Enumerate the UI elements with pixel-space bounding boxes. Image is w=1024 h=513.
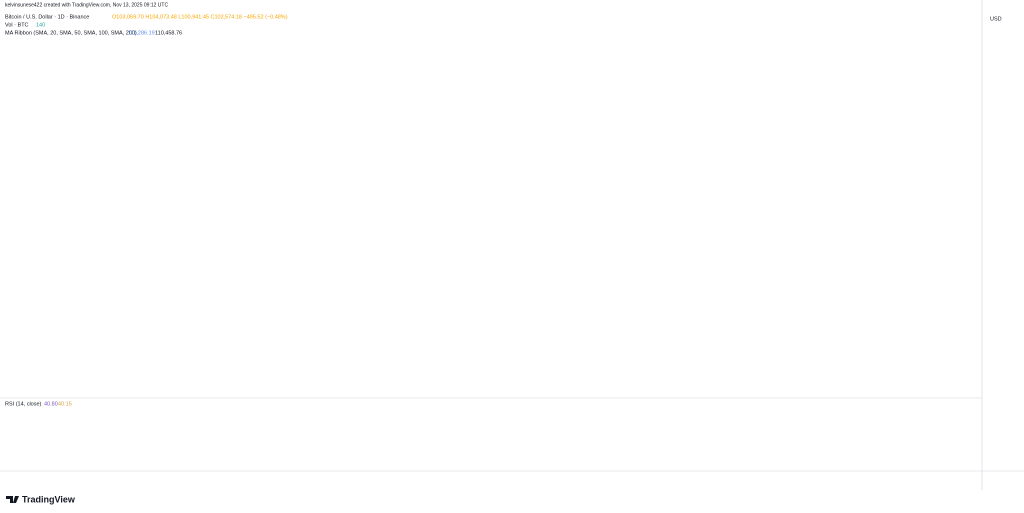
logo-icon [6, 496, 19, 503]
rsi-value: 40.80 [44, 401, 58, 407]
ma-value: 111,286.19 [128, 30, 155, 36]
price-axis [982, 0, 1024, 490]
currency: USD [990, 16, 1002, 22]
rsi-value: 40.15 [58, 401, 72, 407]
volume-value: 140 [36, 22, 45, 28]
quote: O103,069.70 H104,073.48 L100,941.45 C102… [112, 14, 288, 20]
ma-title: MA Ribbon (SMA, 20, SMA, 50, SMA, 100, S… [5, 30, 137, 36]
ma-value: 110,458.76 [155, 30, 182, 36]
volume-title: Vol · BTC [5, 22, 29, 28]
symbol: Bitcoin / U.S. Dollar · 1D · Binance [5, 14, 89, 20]
logo: TradingView [6, 494, 76, 504]
logo-text: TradingView [22, 494, 76, 504]
author: kelvinsunese422 created with TradingView… [5, 2, 168, 8]
rsi-title: RSI (14, close) [5, 401, 42, 407]
